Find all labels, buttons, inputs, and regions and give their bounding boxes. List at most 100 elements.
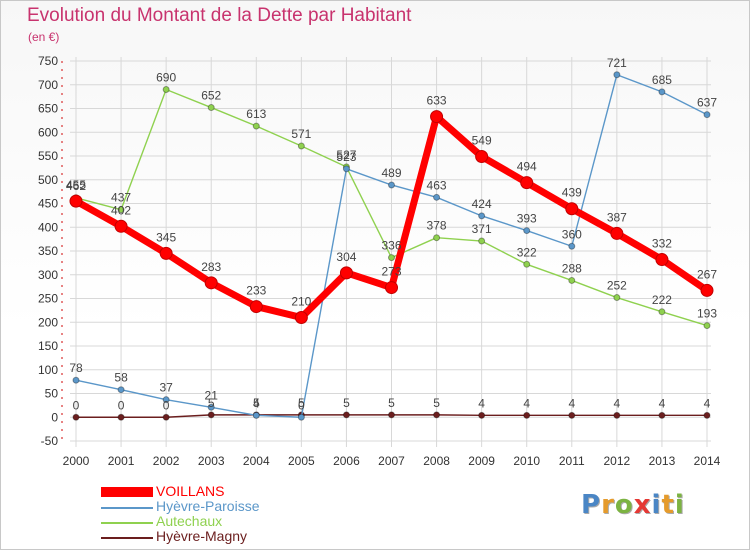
logo-letter: x [633,490,652,520]
data-point [478,237,486,245]
x-tick-label: 2014 [694,454,721,468]
legend-label: Hyèvre-Paroisse [156,498,260,514]
data-label: 4 [523,396,530,410]
data-point [475,149,489,163]
y-tick-label: 250 [38,292,58,306]
y-tick-label: 700 [38,78,58,92]
x-tick-label: 2011 [559,454,585,468]
data-point [658,411,666,419]
logo-letter: t [661,490,675,520]
data-label: 5 [433,396,440,410]
x-tick-label: 2008 [423,454,450,468]
data-label: 5 [298,396,305,410]
data-point [204,276,218,290]
logo-letter: P [581,490,602,520]
data-label: 393 [517,212,537,226]
data-point [385,281,398,295]
data-point [159,246,173,260]
data-point [388,411,395,419]
data-label: 652 [201,89,221,103]
data-label: 304 [336,250,356,264]
data-label: 322 [517,245,537,259]
data-label: 685 [652,73,672,87]
x-tick-label: 2006 [333,454,360,468]
data-point [433,234,441,242]
data-point [523,227,531,235]
data-point [207,411,215,419]
data-label: 0 [163,398,170,412]
y-tick-label: 200 [38,315,58,329]
x-tick-label: 2003 [198,454,225,468]
y-tick-label: 750 [38,54,58,68]
data-label: 222 [652,293,672,307]
data-label: 4 [478,396,485,410]
data-point [703,111,711,119]
data-point [568,276,576,284]
logo-letter: r [601,490,615,520]
data-label: 5 [253,396,260,410]
x-tick-label: 2005 [288,454,315,468]
data-point [523,411,531,419]
data-label: 336 [381,239,401,253]
data-label: 378 [427,219,447,233]
legend-label: Autechaux [156,513,223,529]
y-tick-label: 150 [38,339,58,353]
data-labels: 0 0 0 5 5 5 5 5 5 4 4 4 4 4 44624376906526135715273363… [66,56,717,412]
data-label: 489 [381,166,401,180]
data-point [72,376,80,384]
data-label: 523 [336,150,356,164]
x-tick-label: 2001 [108,454,135,468]
x-tick-label: 2010 [513,454,540,468]
chart-subtitle: (en €) [28,30,60,44]
data-label: 4 [253,396,260,410]
data-label: 5 [208,396,215,410]
data-point [117,413,125,421]
data-point [520,176,534,190]
data-label: 455 [66,178,86,192]
data-point [655,253,669,267]
x-tick-label: 2000 [63,454,90,468]
logo-letter: i [674,490,685,520]
data-point [252,411,260,419]
data-label: 210 [291,295,311,309]
data-point [249,300,263,314]
legend-label: VOILLANS [156,483,225,499]
y-tick-label: 400 [38,220,58,234]
data-point [117,206,125,214]
chart-title: Evolution du Montant de la Dette par Hab… [27,5,412,26]
data-label: 267 [697,267,717,281]
data-label: 193 [697,307,717,321]
data-point [297,142,305,150]
y-tick-label: -50 [41,434,59,448]
data-label: 527 [336,148,356,162]
data-point [478,212,486,220]
data-label: 332 [652,237,672,251]
data-label: 424 [472,197,492,211]
data-label: 439 [562,186,582,200]
data-label: 4 [704,396,711,410]
data-point [565,202,579,216]
data-label: 345 [156,230,176,244]
data-point [613,71,621,79]
data-point [294,311,308,324]
series [69,71,714,421]
x-tick-label: 2002 [153,454,180,468]
data-point [658,88,666,96]
data-label: 288 [562,261,582,275]
data-point [703,322,711,330]
data-label: 721 [607,56,627,70]
y-tick-label: 450 [38,197,58,211]
x-tick-label: 2012 [604,454,631,468]
data-label: 402 [111,203,131,217]
data-point [342,165,350,173]
data-label: 387 [607,210,627,224]
data-point [568,411,576,419]
y-tick-label: 100 [38,363,58,377]
x-tick-label: 2013 [649,454,676,468]
data-label: 549 [472,133,492,147]
data-label: 637 [697,96,717,110]
legend-label: Hyèvre-Magny [156,528,248,544]
data-label: 613 [246,107,266,121]
y-tick-label: 500 [38,173,58,187]
